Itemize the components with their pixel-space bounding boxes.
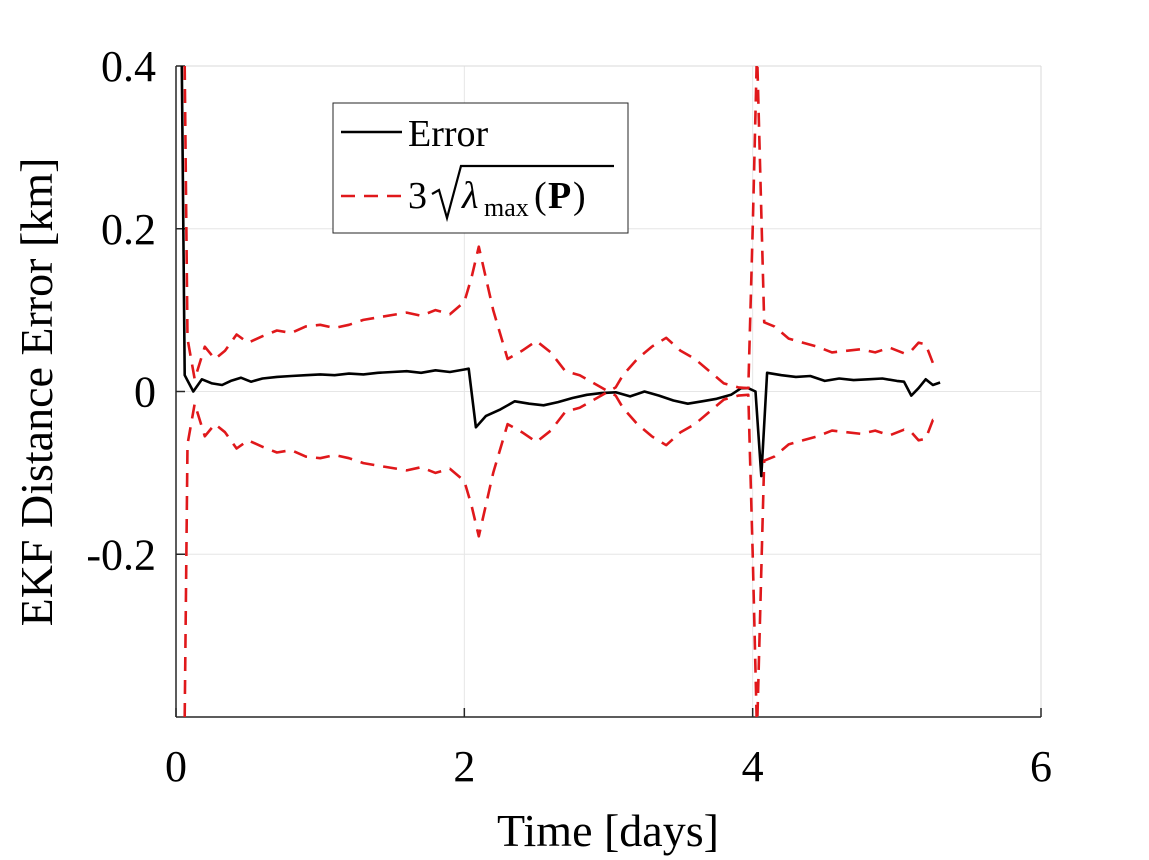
y-tick-label: 0 xyxy=(134,368,156,417)
legend-bound-prefix: 3 xyxy=(408,175,427,217)
sqrt-radical-icon xyxy=(431,164,614,223)
legend-bound-open-paren: ( xyxy=(534,175,547,217)
y-axis-title: EKF Distance Error [km] xyxy=(11,158,62,627)
legend-box xyxy=(332,102,629,234)
series-line-1 xyxy=(183,66,941,393)
x-tick-label: 4 xyxy=(742,742,764,791)
series-line-2 xyxy=(183,390,941,717)
y-tick-labels: -0.2 0 0.2 0.4 xyxy=(86,42,156,579)
x-tick-label: 6 xyxy=(1030,742,1052,791)
legend: Error 3 λ max ( P ) xyxy=(332,102,629,234)
legend-bound-subscript: max xyxy=(484,193,529,222)
legend-bound-lambda: λ xyxy=(461,175,478,217)
legend-error-label: Error xyxy=(408,113,489,155)
legend-bound-close-paren: ) xyxy=(573,175,586,217)
x-axis-title: Time [days] xyxy=(497,805,719,856)
y-tick-label: 0.2 xyxy=(101,205,156,254)
series-line-0 xyxy=(180,66,941,478)
x-tick-labels: 0 2 4 6 xyxy=(165,742,1052,791)
y-tick-label: 0.4 xyxy=(101,42,156,91)
y-tick-label: -0.2 xyxy=(86,530,156,579)
x-tick-label: 0 xyxy=(165,742,187,791)
legend-bound-matrix: P xyxy=(548,175,571,217)
x-tick-label: 2 xyxy=(453,742,475,791)
series-group xyxy=(180,66,941,717)
